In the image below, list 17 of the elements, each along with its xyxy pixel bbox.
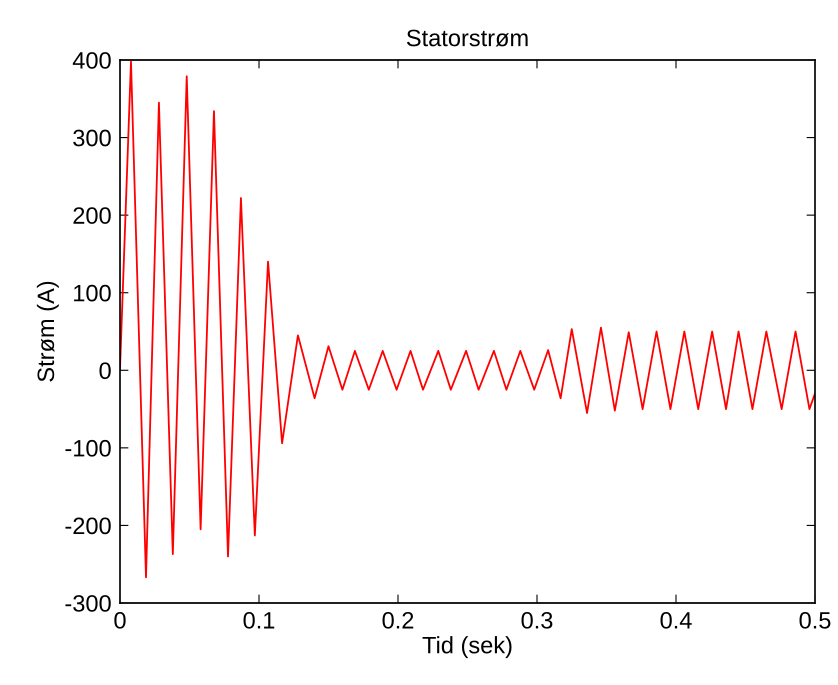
- y-tick-label: 300: [73, 130, 111, 146]
- x-tick-label: 0.5: [800, 612, 830, 629]
- y-tick-label: -300: [65, 595, 111, 612]
- chart-title: Statorstrøm: [406, 30, 528, 47]
- x-tick-label: 0.3: [522, 612, 552, 629]
- x-tick-label: 0.1: [244, 612, 274, 629]
- x-tick-label: 0: [114, 612, 126, 629]
- y-tick-label: 200: [73, 207, 111, 224]
- y-tick-label: -200: [65, 517, 111, 534]
- y-tick-label: 400: [72, 52, 111, 69]
- x-tick-label: 0.2: [382, 612, 414, 629]
- y-tick-label: 0: [99, 362, 111, 380]
- x-axis-title: Tid (sek): [422, 636, 512, 658]
- y-tick-label: -100: [65, 440, 111, 457]
- y-tick-label: 100: [74, 284, 111, 302]
- x-tick-label: 0.4: [660, 612, 692, 629]
- y-axis-title: Strøm (A): [36, 282, 59, 382]
